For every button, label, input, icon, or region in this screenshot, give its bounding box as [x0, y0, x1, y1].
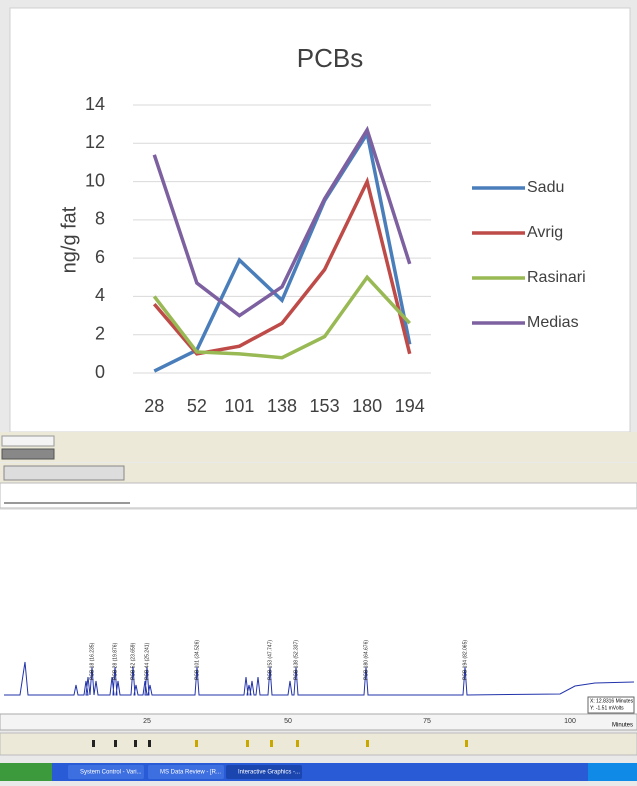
readout-x: X: 12.8316 Minutes [590, 698, 634, 704]
legend-label: Medias [527, 314, 579, 331]
event-marker [92, 740, 95, 747]
start-area [0, 763, 52, 781]
x-tick-label: 52 [187, 396, 207, 416]
time-axis [0, 714, 637, 730]
x-tick-label: 138 [267, 396, 297, 416]
peak-label: PCB 138 (52.337) [293, 640, 299, 680]
page: {"chart_data": {"type": "line", "title":… [0, 0, 637, 781]
event-marker [296, 740, 299, 747]
y-tick-label: 2 [95, 323, 105, 343]
tab [2, 436, 54, 446]
event-marker [148, 740, 151, 747]
peak-label: PCB 28 (19.876) [112, 642, 118, 680]
taskbar-label: MS Data Review - [R... [160, 770, 221, 776]
time-tick-label: 100 [564, 718, 576, 725]
ruler [0, 483, 637, 508]
peak-label: PCB 194 (82.065) [462, 640, 468, 680]
legend-label: Sadu [527, 179, 564, 196]
x-tick-label: 101 [224, 396, 254, 416]
time-tick-label: 50 [284, 718, 292, 725]
x-tick-label: 180 [352, 396, 382, 416]
x-tick-label: 194 [395, 396, 425, 416]
event-strip [0, 733, 637, 755]
readout-y: Y: -1.51 mVolts [590, 705, 624, 711]
event-marker [465, 740, 468, 747]
y-tick-label: 4 [95, 285, 105, 305]
event-marker [134, 740, 137, 747]
event-marker [114, 740, 117, 747]
toolbar-buttons [2, 449, 54, 459]
event-marker [270, 740, 273, 747]
taskbar-label: Interactive Graphics -... [238, 770, 300, 776]
y-tick-label: 8 [95, 209, 105, 229]
y-tick-label: 12 [85, 132, 105, 152]
peak-label: PCB 18 (16.235) [89, 642, 95, 680]
legend-label: Avrig [527, 224, 563, 241]
tray [588, 763, 637, 781]
peak-label: PCB 44 (25.241) [144, 642, 150, 680]
event-marker [195, 740, 198, 747]
screenshot: X: 12.8316 Minutes Y: -1.51 mVolts Minut… [0, 432, 637, 781]
time-tick-label: 25 [143, 718, 151, 725]
toolbar [0, 432, 637, 462]
icons [4, 466, 124, 480]
y-axis-label: ng/g fat [58, 206, 80, 273]
time-tick-label: 75 [423, 718, 431, 725]
x-tick-label: 153 [310, 396, 340, 416]
x-tick-label: 28 [144, 396, 164, 416]
axis-unit: Minutes [612, 723, 633, 729]
legend-label: Rasinari [527, 269, 586, 286]
peak-label: PCB 153 (47.747) [267, 640, 273, 680]
page-canvas: PCBs ng/g fat 0 2 4 6 8 10 12 14 28 52 101 138 153 18… [0, 0, 637, 781]
peak-label: PCB 101 (34.526) [194, 640, 200, 680]
event-marker [366, 740, 369, 747]
event-marker [246, 740, 249, 747]
taskbar-label: System Control - Vari... [80, 770, 142, 776]
peak-label: PCB 180 (64.676) [363, 640, 369, 680]
y-tick-label: 10 [85, 170, 105, 190]
y-tick-label: 0 [95, 362, 105, 382]
y-tick-label: 14 [85, 94, 105, 114]
y-tick-label: 6 [95, 247, 105, 267]
chart-title: PCBs [297, 43, 363, 73]
peak-label: PCB 52 (23.659) [130, 642, 136, 680]
